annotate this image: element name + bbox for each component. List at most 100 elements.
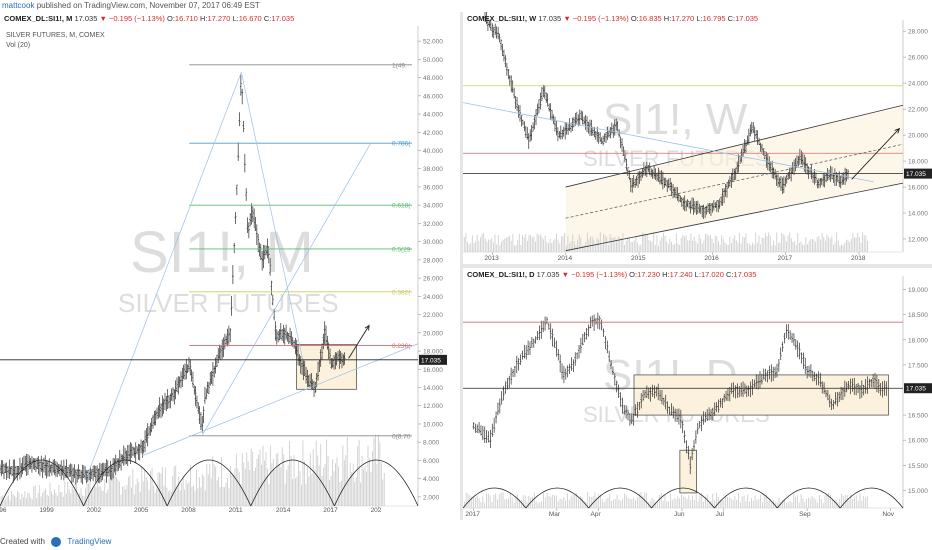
volume-bar bbox=[289, 441, 291, 506]
volume-bar bbox=[218, 476, 220, 506]
volume-bar bbox=[92, 487, 94, 506]
x-tick-label: 2017 bbox=[778, 255, 793, 262]
volume-bar bbox=[657, 502, 659, 508]
volume-bar bbox=[677, 496, 679, 508]
volume-bar bbox=[221, 457, 223, 506]
volume-bar bbox=[586, 232, 588, 252]
volume-bar bbox=[831, 499, 833, 508]
volume-bar bbox=[710, 501, 712, 508]
volume-bar bbox=[172, 475, 174, 506]
volume-bar bbox=[854, 496, 855, 508]
volume-bar bbox=[491, 501, 493, 508]
volume-bar bbox=[850, 239, 852, 252]
retracement-line bbox=[240, 72, 304, 361]
volume-bar bbox=[859, 493, 861, 508]
volume-bar bbox=[85, 488, 86, 506]
volume-bar bbox=[526, 501, 528, 508]
volume-bar bbox=[546, 493, 548, 508]
trend-line bbox=[86, 71, 242, 477]
volume-bar bbox=[645, 234, 647, 252]
volume-bar bbox=[470, 242, 472, 252]
volume-bar bbox=[664, 494, 666, 508]
volume-bar bbox=[39, 485, 41, 506]
volume-bar bbox=[750, 245, 752, 252]
volume-bar bbox=[17, 490, 18, 506]
volume-bar bbox=[848, 499, 850, 508]
chart-panel-weekly[interactable]: COMEX_DL:SI1!, W 17.035 ▼ −0.195 (−1.13%… bbox=[463, 12, 932, 264]
volume-bar bbox=[565, 500, 567, 508]
watermark-name: SILVER FUTURES bbox=[118, 288, 339, 318]
volume-bar bbox=[164, 467, 166, 506]
volume-bar bbox=[722, 239, 724, 252]
volume-bar bbox=[320, 443, 322, 506]
volume-bar bbox=[31, 499, 33, 506]
close-value: 17.035 bbox=[271, 14, 295, 23]
volume-bar bbox=[135, 484, 137, 506]
volume-bar bbox=[560, 236, 562, 252]
chart-panel-daily[interactable]: COMEX_DL:SI1!, D 17.035 ▼ −0.195 (−1.13%… bbox=[463, 268, 932, 520]
volume-bar bbox=[747, 494, 749, 508]
volume-bar bbox=[98, 486, 100, 506]
volume-bar bbox=[11, 490, 12, 506]
volume-bar bbox=[176, 487, 178, 506]
y-tick-label: 4.000 bbox=[423, 476, 440, 483]
volume-bar bbox=[795, 244, 797, 252]
projection-arrow bbox=[348, 325, 370, 359]
x-tick-label: 2015 bbox=[631, 255, 646, 262]
x-tick-label: 1996 bbox=[0, 507, 7, 514]
volume-bar bbox=[561, 499, 563, 508]
volume-bar bbox=[127, 477, 129, 506]
volume-bar bbox=[813, 497, 815, 508]
close-value: 17.035 bbox=[733, 270, 757, 279]
volume-bar bbox=[601, 499, 603, 508]
chart-panel-monthly[interactable]: COMEX_DL:SI1!, M 17.035 ▼ −0.195 (−1.13%… bbox=[0, 12, 460, 520]
volume-bar bbox=[779, 242, 781, 252]
cycle-arc bbox=[776, 487, 841, 509]
volume-bar bbox=[819, 495, 820, 508]
volume-bar bbox=[500, 492, 502, 508]
x-tick-label: 202 bbox=[371, 507, 382, 514]
volume-bar bbox=[816, 237, 818, 252]
volume-bar bbox=[200, 487, 202, 506]
volume-bar bbox=[826, 234, 828, 252]
x-tick-label: 2002 bbox=[87, 507, 102, 514]
volume-bar bbox=[590, 496, 592, 508]
volume-bar bbox=[240, 484, 242, 506]
volume-bar bbox=[640, 492, 642, 508]
volume-bar bbox=[656, 235, 658, 252]
footer-brand-link[interactable]: TradingView bbox=[67, 537, 112, 546]
publisher-username[interactable]: mattcook bbox=[2, 1, 35, 10]
volume-bar bbox=[216, 480, 218, 506]
x-tick-label: 2005 bbox=[134, 507, 149, 514]
volume-bar bbox=[795, 496, 797, 508]
cycle-arc bbox=[250, 459, 335, 507]
chart-canvas-daily[interactable]: SI1!, DSILVER FUTURES19.00018.50018.0001… bbox=[463, 268, 932, 520]
volume-bar bbox=[754, 495, 756, 508]
volume-bar bbox=[225, 482, 227, 506]
volume-bar bbox=[515, 245, 517, 252]
volume-bar bbox=[695, 241, 697, 252]
volume-bar bbox=[166, 487, 168, 506]
volume-bar bbox=[129, 475, 131, 506]
volume-bar bbox=[290, 456, 292, 506]
volume-bar bbox=[21, 493, 23, 506]
volume-bar bbox=[22, 497, 24, 506]
volume-bar bbox=[620, 500, 622, 508]
volume-bar bbox=[493, 494, 495, 508]
volume-bar bbox=[753, 244, 755, 252]
volume-bar bbox=[815, 499, 817, 508]
volume-bar bbox=[367, 445, 369, 506]
volume-bar bbox=[61, 492, 63, 506]
volume-bar bbox=[213, 464, 215, 506]
y-tick-label: 8.000 bbox=[423, 440, 440, 447]
volume-bar bbox=[522, 494, 524, 508]
volume-bar bbox=[650, 240, 651, 252]
volume-bar bbox=[724, 242, 726, 252]
volume-bar bbox=[771, 502, 773, 508]
volume-bar bbox=[113, 473, 115, 506]
volume-bar bbox=[108, 477, 110, 506]
volume-bar bbox=[335, 463, 336, 506]
volume-bar bbox=[293, 454, 295, 506]
